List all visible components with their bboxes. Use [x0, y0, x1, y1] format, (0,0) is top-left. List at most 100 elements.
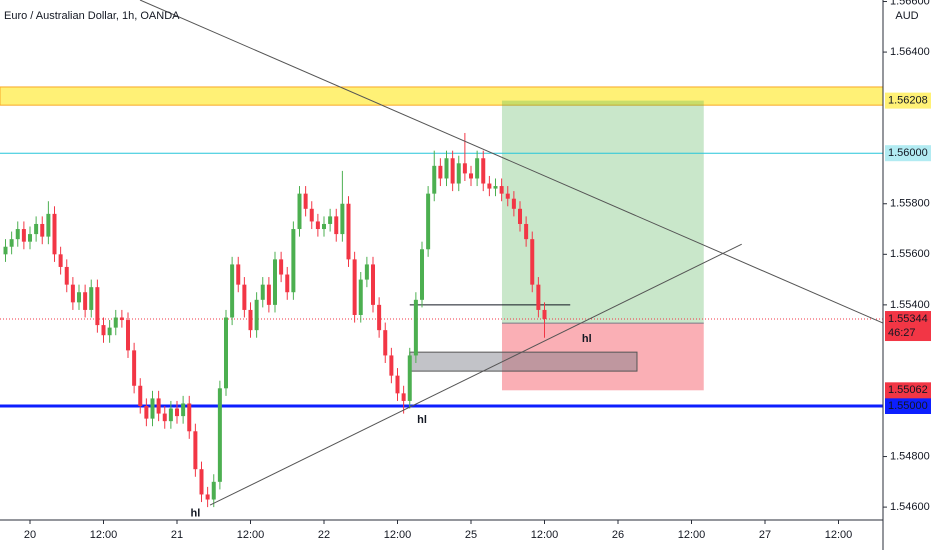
candle-body [524, 223, 529, 240]
candle-body [499, 186, 504, 194]
candle-body [230, 264, 235, 318]
candle-body [407, 355, 412, 401]
candle-body [432, 165, 437, 194]
candle-body [254, 299, 259, 331]
candle-body [34, 223, 39, 235]
candle-body [383, 330, 388, 356]
candle-body [450, 158, 455, 184]
candle-body [211, 481, 216, 500]
trend-line [139, 0, 884, 324]
candle-body [511, 198, 516, 209]
x-tick-label: 25 [465, 529, 477, 541]
candle-body [340, 203, 345, 235]
candle-body [303, 193, 308, 209]
candle-body [175, 408, 180, 417]
y-tick-label: 1.56600 [890, 0, 930, 7]
candle-body [132, 350, 137, 386]
price-label-bg [885, 92, 931, 109]
candle-body [28, 234, 33, 242]
candle-body [401, 393, 406, 401]
candle-body [309, 208, 314, 222]
level-label-bg [885, 145, 931, 162]
time-axis [0, 520, 883, 550]
y-tick-label: 1.55800 [890, 198, 930, 210]
candle-body [205, 494, 210, 500]
candle-body [224, 317, 229, 389]
candle-body [193, 431, 198, 470]
candle-body [77, 292, 82, 303]
candle-body [162, 413, 167, 422]
x-tick-label: 12:00 [531, 529, 559, 541]
x-tick-label: 12:00 [237, 529, 265, 541]
candle-body [119, 317, 124, 321]
candle-body [126, 320, 131, 351]
level-label-bg [885, 397, 931, 414]
x-tick-label: 12:00 [90, 529, 118, 541]
trend-line [209, 243, 742, 506]
price-axis [883, 0, 932, 550]
chart-title: Euro / Australian Dollar, 1h, OANDA [4, 10, 180, 22]
countdown: 46:27 [888, 327, 916, 339]
candle-body [346, 203, 351, 260]
candle-body [297, 193, 302, 230]
candle-body [21, 229, 26, 242]
candle-body [15, 229, 20, 240]
candle-body [101, 325, 106, 336]
x-tick-label: 12:00 [825, 529, 853, 541]
zone [0, 86, 884, 106]
candle-body [469, 173, 474, 179]
candle-body [456, 163, 461, 184]
candle-body [199, 469, 204, 495]
note: hl [417, 414, 427, 426]
x-tick-label: 26 [612, 529, 624, 541]
candle-body [518, 208, 523, 224]
candle-body [395, 375, 400, 394]
candle-body [413, 299, 418, 356]
candle-body [426, 193, 431, 250]
candle-body [236, 264, 241, 285]
candle-body [315, 221, 320, 230]
candle-body [52, 213, 57, 255]
candle-body [371, 264, 376, 305]
candle-body [481, 158, 486, 184]
candle-body [260, 284, 265, 300]
candle-body [248, 309, 253, 331]
candle-body [9, 239, 14, 247]
level-label: 1.56000 [888, 147, 928, 159]
candle-body [420, 249, 425, 300]
price-label-bg [885, 382, 931, 399]
candle-body [187, 403, 192, 432]
candle-body [46, 213, 51, 237]
candle-body [285, 274, 290, 293]
candle-body [444, 158, 449, 179]
candle-body [40, 223, 45, 237]
candle-body [389, 355, 394, 376]
candle-body [377, 304, 382, 331]
candle-body [536, 284, 541, 310]
candle-body [138, 385, 143, 406]
x-tick-label: 12:00 [678, 529, 706, 541]
note: hl [190, 507, 200, 519]
last-price-label-bg [885, 311, 931, 342]
currency: AUD [895, 10, 918, 22]
candle-body [242, 284, 247, 310]
candle-body [144, 405, 149, 419]
x-tick-label: 12:00 [384, 529, 412, 541]
candle-body [358, 279, 363, 315]
candle-body [181, 403, 186, 417]
candle-body [273, 259, 278, 305]
candle-body [168, 408, 173, 422]
candle-body [217, 388, 222, 482]
candle-body [505, 193, 510, 199]
candle-body [150, 398, 155, 419]
y-tick-label: 1.55600 [890, 248, 930, 260]
candle-body [493, 186, 498, 189]
candle-body [266, 284, 271, 305]
candle-body [95, 287, 100, 326]
candle-body [352, 259, 357, 315]
candle-body [322, 223, 327, 230]
candle-body [438, 165, 443, 179]
candle-body [328, 216, 333, 224]
